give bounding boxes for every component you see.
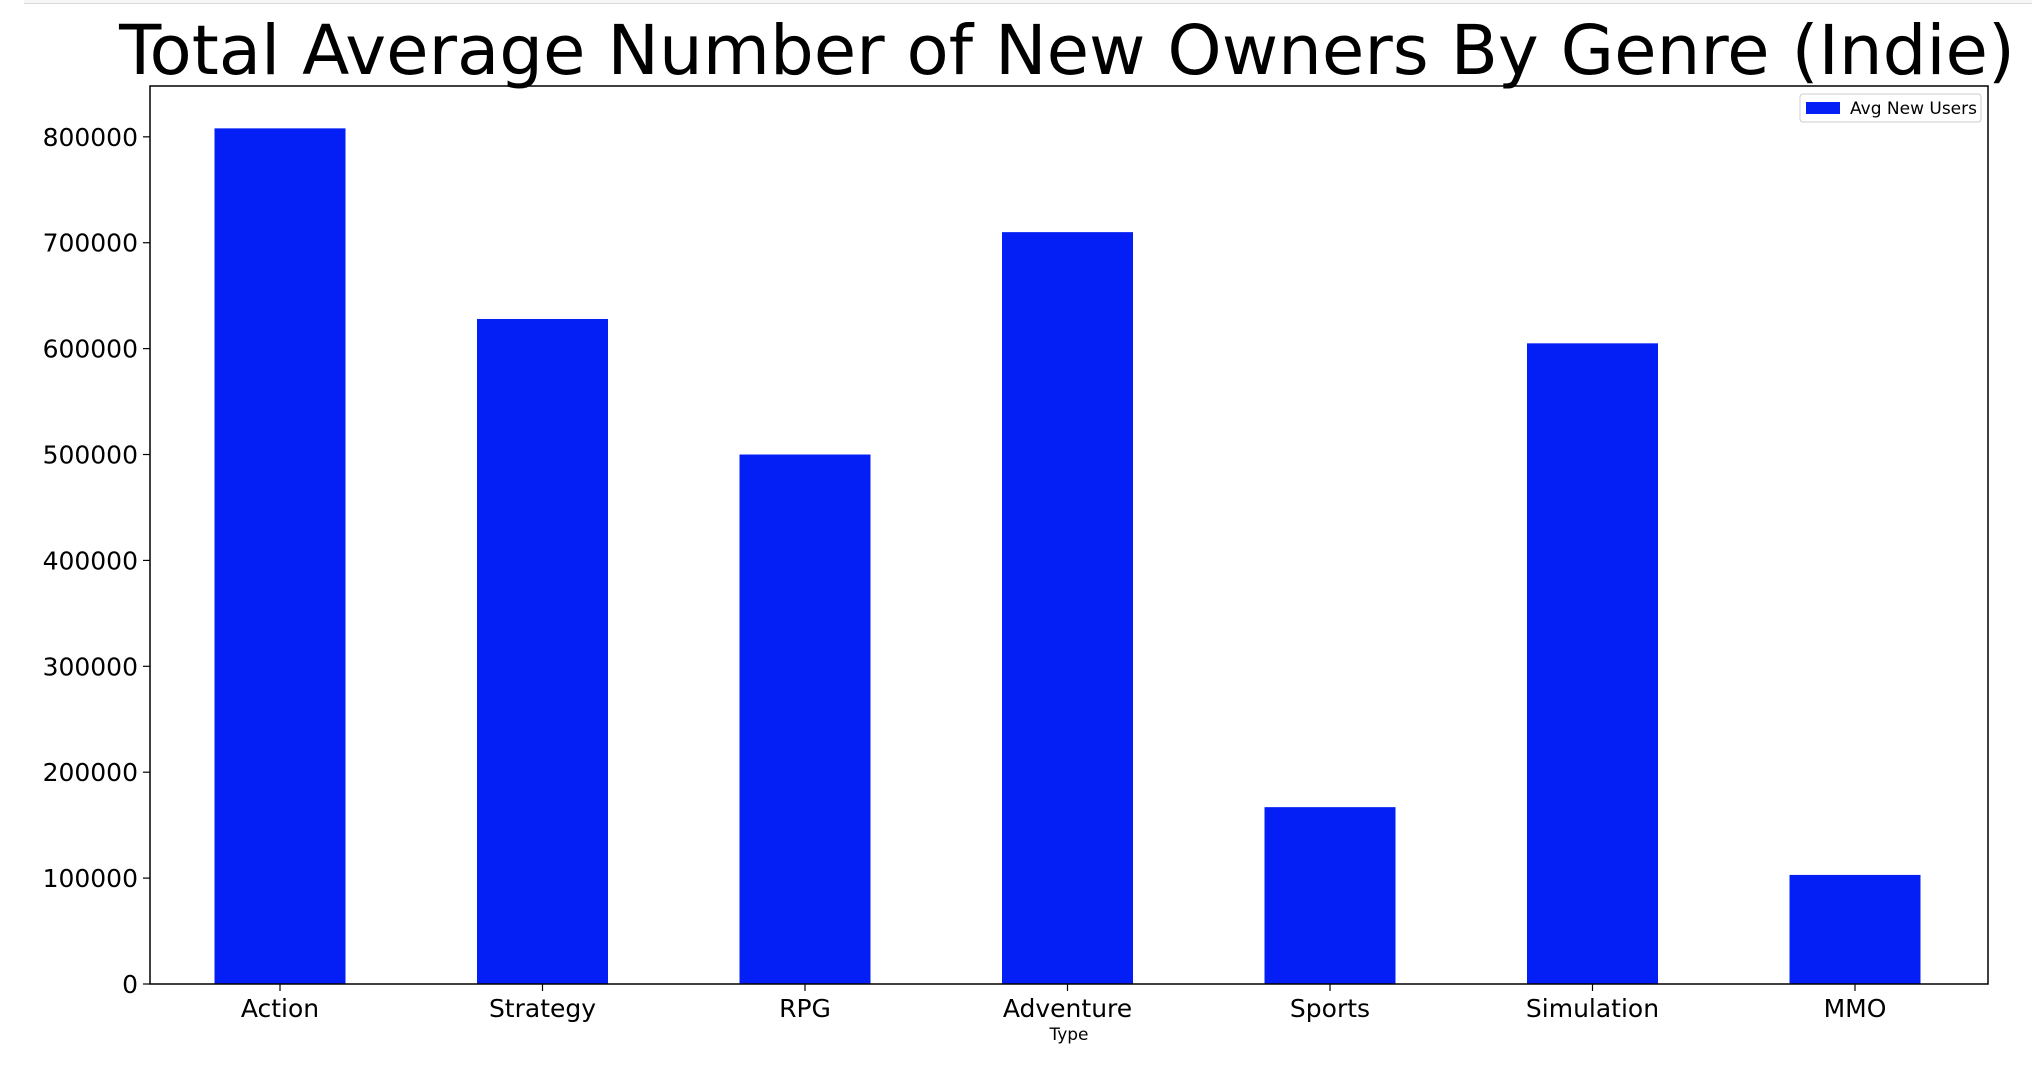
y-tick-label: 700000 [43, 229, 138, 258]
x-tick-label: MMO [1824, 994, 1887, 1023]
legend-swatch [1806, 102, 1840, 114]
y-tick-label: 100000 [43, 864, 138, 893]
y-tick-label: 400000 [43, 546, 138, 575]
chart-title: Total Average Number of New Owners By Ge… [118, 11, 2015, 91]
y-tick-label: 0 [122, 970, 138, 999]
bar-adventure [1002, 232, 1133, 985]
x-tick-label: Strategy [489, 994, 596, 1023]
bar-simulation [1527, 343, 1658, 984]
bar-rpg [739, 454, 871, 984]
y-tick-label: 300000 [43, 652, 138, 681]
bar-strategy [477, 318, 608, 985]
bars-group [214, 128, 1921, 985]
x-tick-label: RPG [779, 994, 831, 1023]
x-axis: Action Strategy RPG Adventure Sports Simulati… [241, 984, 1887, 1023]
x-tick-label: Simulation [1526, 994, 1659, 1023]
x-tick-label: Sports [1290, 994, 1370, 1023]
x-axis-label: Type [1048, 1025, 1088, 1045]
y-tick-label: 600000 [43, 335, 138, 364]
y-tick-label: 500000 [43, 441, 138, 470]
y-tick-label: 800000 [43, 123, 138, 152]
x-tick-label: Action [241, 994, 319, 1023]
plot-frame [149, 85, 1989, 985]
y-tick-label: 200000 [43, 758, 138, 787]
legend-box [1799, 93, 1982, 123]
bar-mmo [1789, 874, 1921, 984]
y-axis: 0 100000 200000 300000 400000 500000 600000 700… [43, 123, 150, 999]
bar-action [214, 128, 346, 984]
x-tick-label: Adventure [1003, 994, 1132, 1023]
legend-label: Avg New Users [1850, 99, 1977, 119]
notebook-cell-border [24, 0, 2032, 4]
legend: Avg New Users [1799, 93, 1982, 123]
bar-sports [1264, 807, 1396, 984]
